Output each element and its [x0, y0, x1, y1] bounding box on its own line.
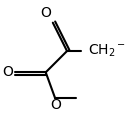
Text: O: O	[50, 98, 61, 112]
Text: O: O	[2, 65, 13, 79]
Text: O: O	[40, 6, 51, 20]
Text: CH$_2$$^-$: CH$_2$$^-$	[88, 43, 126, 59]
